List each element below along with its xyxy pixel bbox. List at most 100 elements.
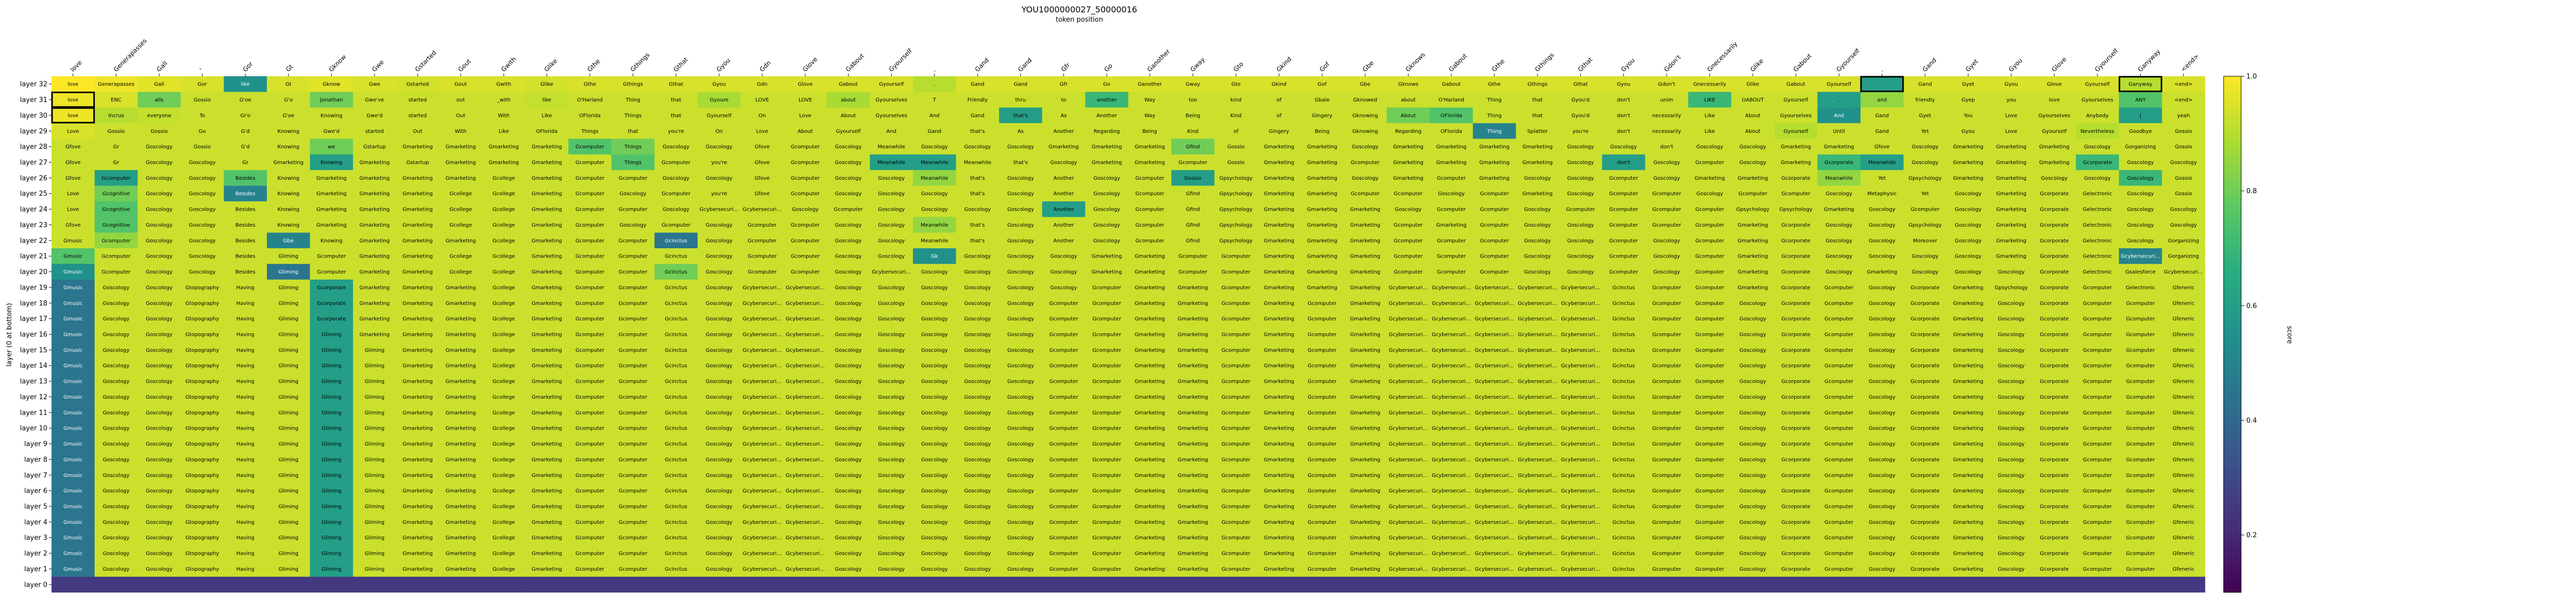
x-tick-label: Gand [1921, 57, 1938, 73]
heatmap-cell-label: Gcomputer [1609, 254, 1638, 260]
heatmap-cell-label: Gcognitive [103, 223, 130, 228]
heatmap-cell-label: Gmarketing [1350, 410, 1380, 416]
heatmap-cell-label: Goscology [1998, 395, 2025, 400]
heatmap-cell-label: LOVE [799, 97, 812, 103]
heatmap-cell [2032, 170, 2076, 186]
heatmap-cell-label: Goscology [1869, 316, 1895, 322]
heatmap-cell-label: Knowing [277, 207, 299, 213]
heatmap-cell-label: Anybody [2086, 113, 2109, 118]
heatmap-cell-label: Gcomputer [575, 144, 605, 150]
heatmap-cell-label: Gmarketing [1264, 176, 1294, 181]
heatmap-cell-label: Goscology [146, 207, 173, 213]
heatmap-cell [267, 123, 310, 139]
heatmap-cell-label: Gcinctus [1613, 301, 1635, 306]
heatmap-cell [353, 185, 397, 202]
heatmap-cell [913, 76, 956, 92]
heatmap-cell [1860, 76, 1904, 92]
heatmap-cell-label: Goscology [964, 285, 991, 291]
heatmap-cell-label: Gcorporate [2040, 567, 2069, 572]
heatmap-cell [1085, 201, 1129, 217]
heatmap-cell [525, 123, 569, 139]
heatmap-cell-label: Gmarketing [402, 285, 433, 291]
heatmap-cell-label: Goscology [878, 254, 905, 260]
heatmap-cell-label: Goscology [1998, 441, 2025, 447]
heatmap-cell [1128, 139, 1172, 155]
heatmap-cell-label: Gyourself [879, 82, 904, 88]
heatmap-cell-label: Gmarketing [1522, 160, 1553, 166]
heatmap-cell-label: Gcomputer [1092, 363, 1122, 369]
heatmap-cell-label: Gmusic [63, 520, 82, 525]
heatmap-cell-label: Gcybersecuri… [1518, 348, 1557, 353]
heatmap-cell-label: Gmarketing [1350, 488, 1380, 494]
heatmap-cell [1516, 185, 1560, 202]
heatmap-cell-label: Gcomputer [1696, 520, 1725, 525]
heatmap-cell-label: Gmarketing [1178, 301, 1208, 306]
heatmap-cell [94, 107, 138, 124]
heatmap-cell-label: Gthat [669, 82, 683, 88]
heatmap-cell-label: Gcollege [493, 316, 515, 322]
heatmap-cell-label: Gcomputer [1049, 348, 1079, 353]
heatmap-cell-label: Gcollege [493, 488, 515, 494]
heatmap-cell-label: Goscology [964, 567, 991, 572]
heatmap-cell-label: Gcybersecuri… [786, 504, 825, 510]
heatmap-cell-label: Gcomputer [2126, 535, 2156, 541]
heatmap-cell-label: Goscology [1395, 207, 1421, 213]
heatmap-cell [1903, 170, 1947, 186]
heatmap-cell-label: Gcomputer [1824, 426, 1854, 432]
heatmap-cell-label: Goscology [1869, 441, 1895, 447]
heatmap-cell [2162, 139, 2206, 155]
heatmap-cell [180, 107, 224, 124]
y-tick-label: layer 14 [20, 362, 47, 370]
heatmap-cell [826, 139, 870, 155]
heatmap-cell-label: Gcomputer [1222, 379, 1251, 385]
heatmap-cell [1472, 107, 1516, 124]
heatmap-cell-label: that [671, 97, 681, 103]
heatmap-cell [1645, 154, 1689, 170]
heatmap-cell-label: Gcybersecuri… [1388, 285, 1428, 291]
heatmap-cell-label: Gcorporate [1910, 332, 1939, 338]
heatmap-cell-label: Knowing [277, 144, 299, 150]
heatmap-cell-label: Gcybersecuri… [1388, 473, 1428, 479]
heatmap-cell-label: Goscology [1007, 567, 1034, 572]
heatmap-cell-label: Goscology [706, 473, 733, 479]
heatmap-cell-label: Gcinctus [1613, 535, 1635, 541]
heatmap-cell [267, 576, 310, 593]
heatmap-cell-label: Gmarketing [532, 457, 562, 463]
heatmap-cell-label: Goscology [1955, 269, 1981, 275]
heatmap-cell-label: Gmarketing [1134, 504, 1165, 510]
x-tick-label: Glike [1749, 57, 1765, 73]
heatmap-cell-label: Go [1103, 82, 1110, 88]
heatmap-cell-label: Gcybersecuri… [1388, 426, 1428, 432]
heatmap-cell-label: Goscology [2170, 207, 2197, 213]
heatmap-cell-label: Gmarketing [1307, 191, 1337, 197]
heatmap-cell-label: Gcollege [493, 551, 515, 557]
x-tick-label: Gall [155, 60, 168, 73]
heatmap-cell-label: Gmarketing [402, 207, 433, 213]
heatmap-cell-label: Gfeneric [2173, 488, 2194, 494]
heatmap-cell-label: Gbale [1315, 97, 1330, 103]
heatmap-cell-label: of [1277, 113, 1282, 118]
heatmap-cell-label: Gand [1918, 82, 1932, 88]
heatmap-cell-label: Gcomputer [1222, 488, 1251, 494]
heatmap-cell-label: Gcorporate [1782, 457, 1810, 463]
heatmap-cell-label: Gcybersecuri… [1475, 332, 1514, 338]
heatmap-cell-label: Gcybersecuri… [1432, 379, 1471, 385]
heatmap-cell-label: Goscology [878, 488, 905, 494]
x-tick-label: ' [198, 67, 205, 73]
heatmap-cell-label: Love [67, 129, 79, 134]
heatmap-cell [611, 185, 655, 202]
heatmap-cell-label: Gtopography [185, 363, 219, 369]
heatmap-cell-label: Gliming [321, 441, 342, 447]
x-tick-label: Generapasses [112, 37, 148, 73]
heatmap-cell [826, 92, 870, 108]
heatmap-cell-label: Glove [2047, 82, 2062, 88]
heatmap-cell-label: Another [1096, 113, 1117, 118]
heatmap-cell-label: Gcomputer [1652, 410, 1682, 416]
heatmap-cell-label: Gcybersecuri… [1561, 363, 1600, 369]
heatmap-cell-label: Gcorporate [2040, 379, 2069, 385]
heatmap-cell [180, 76, 224, 92]
heatmap-cell-label: Gcybersecuri… [1475, 504, 1514, 510]
heatmap-cell-label: Gcomputer [575, 269, 605, 275]
heatmap-cell-label: Goscology [1524, 254, 1551, 260]
heatmap-cell-label: Goscology [706, 520, 733, 525]
